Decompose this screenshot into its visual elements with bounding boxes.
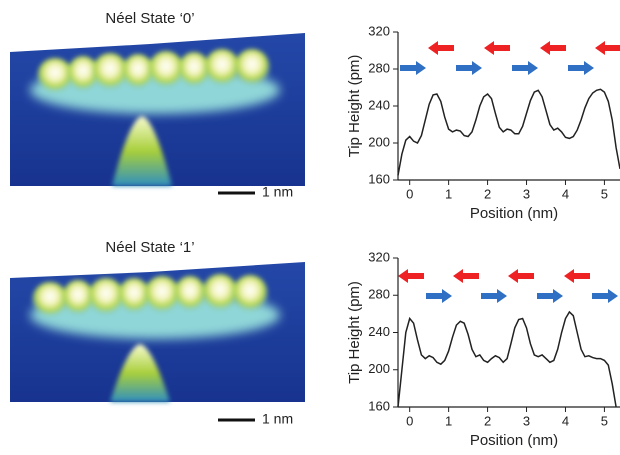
data-line: [397, 88, 620, 176]
x-tick-label: 2: [484, 186, 491, 201]
x-tick-label: 4: [562, 186, 569, 201]
y-tick-label: 280: [368, 60, 390, 75]
data-line: [397, 310, 617, 408]
x-axis-label: Position (nm): [470, 432, 558, 449]
y-tick-label: 320: [368, 249, 390, 264]
x-tick-label: 3: [523, 186, 530, 201]
y-tick-label: 160: [368, 398, 390, 413]
y-tick-label: 320: [368, 23, 390, 38]
spin-arrows: [398, 41, 620, 303]
y-tick-label: 200: [368, 361, 390, 376]
y-tick-label: 160: [368, 171, 390, 186]
y-axis-label: Tip Height (pm): [346, 55, 363, 158]
x-tick-label: 2: [484, 413, 491, 428]
y-tick-label: 200: [368, 134, 390, 149]
x-tick-label: 5: [601, 186, 608, 201]
y-axis-label: Tip Height (pm): [346, 281, 363, 384]
x-tick-label: 3: [523, 413, 530, 428]
stm-image: [10, 262, 305, 422]
y-tick-label: 240: [368, 324, 390, 339]
x-tick-label: 5: [601, 413, 608, 428]
y-tick-label: 280: [368, 287, 390, 302]
panel-title: Néel State ‘1’: [105, 239, 194, 256]
stm-image: [10, 33, 305, 195]
scale-bar-label: 1 nm: [262, 184, 293, 200]
x-tick-label: 1: [445, 413, 452, 428]
x-tick-label: 1: [445, 186, 452, 201]
x-tick-label: 0: [406, 413, 413, 428]
x-tick-label: 4: [562, 413, 569, 428]
x-axis-label: Position (nm): [470, 205, 558, 222]
panel-title: Néel State ‘0’: [105, 10, 194, 27]
x-tick-label: 0: [406, 186, 413, 201]
scale-bar-label: 1 nm: [262, 411, 293, 427]
y-tick-label: 240: [368, 97, 390, 112]
